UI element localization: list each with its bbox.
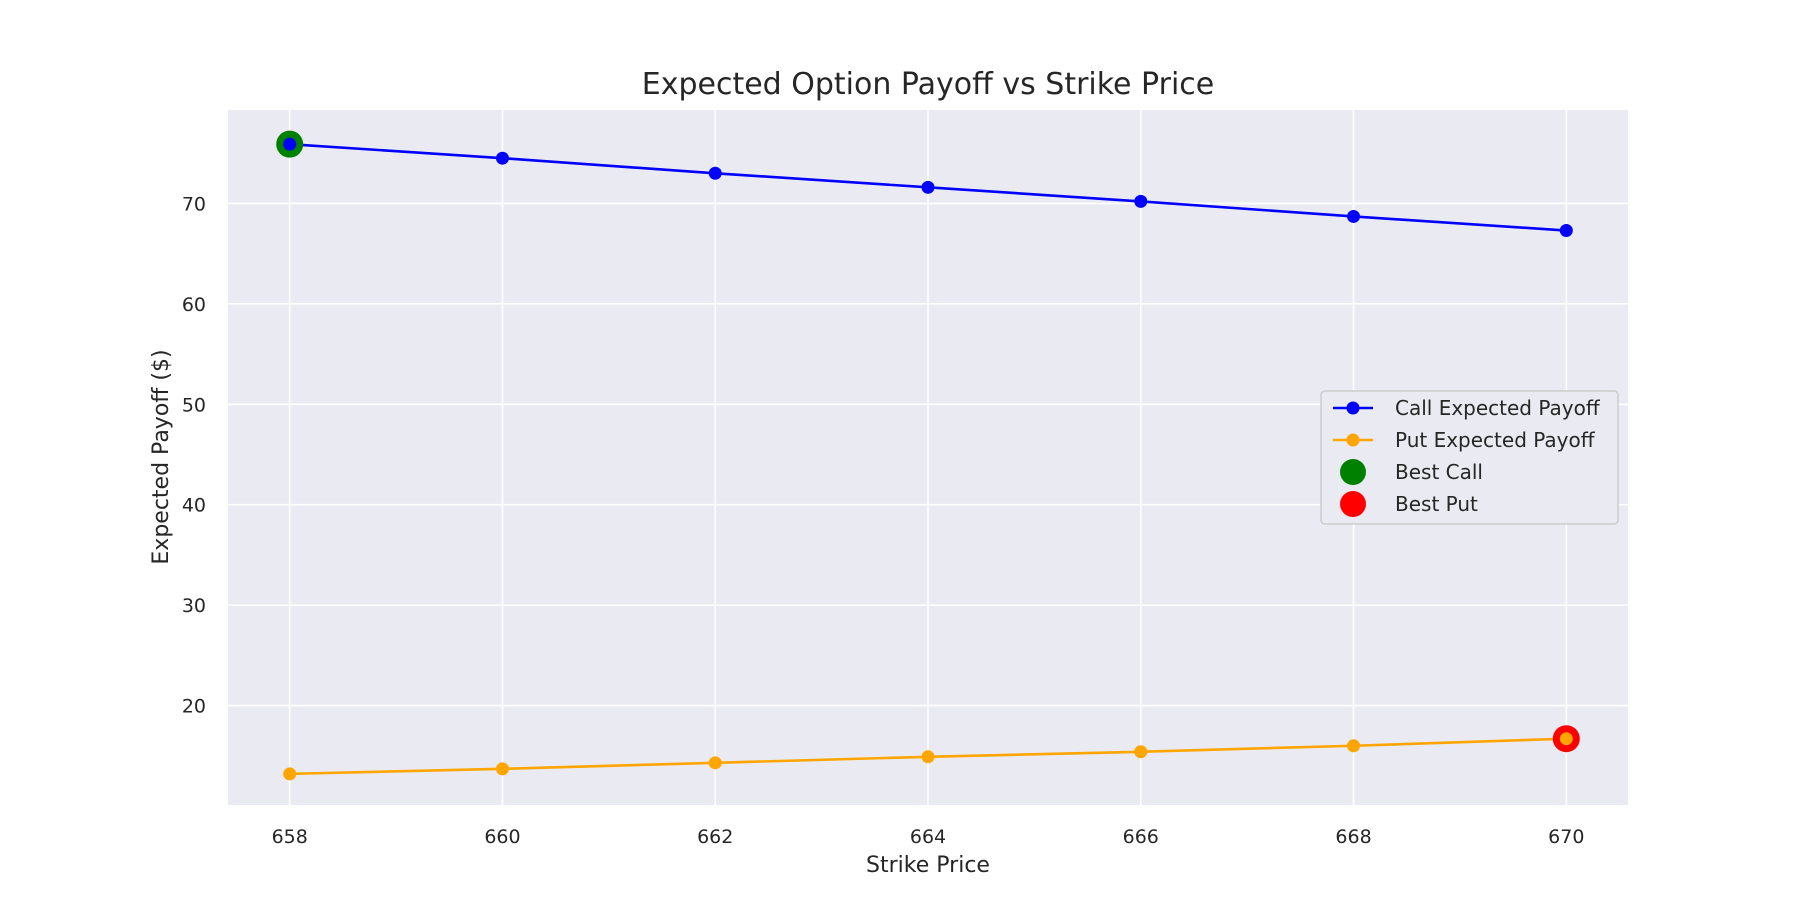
series-1-point bbox=[708, 756, 722, 770]
x-tick-label: 670 bbox=[1548, 826, 1584, 848]
legend-best-call-label: Best Call bbox=[1395, 460, 1483, 484]
series-1-point bbox=[921, 750, 935, 764]
series-0-point bbox=[1134, 194, 1148, 208]
legend-box bbox=[1320, 390, 1619, 525]
series-0-point bbox=[1559, 224, 1573, 238]
y-tick-label: 20 bbox=[182, 696, 206, 718]
series-0-point bbox=[1347, 209, 1361, 223]
x-tick-label: 666 bbox=[1123, 826, 1159, 848]
y-tick-label: 70 bbox=[182, 193, 206, 215]
tick-labels: 658 660 662 664 666 668 670 20 30 40 50 60 70 bbox=[182, 193, 1585, 848]
series-0-point bbox=[708, 166, 722, 180]
y-tick-label: 30 bbox=[182, 595, 206, 617]
series-1-point bbox=[1347, 739, 1361, 753]
legend: Call Expected Payoff Put Expected Payoff… bbox=[1320, 390, 1619, 525]
series-1-point bbox=[283, 767, 297, 781]
legend-put-marker bbox=[1346, 433, 1360, 447]
series-1-point bbox=[1559, 732, 1573, 746]
x-axis-label: Strike Price bbox=[866, 853, 990, 878]
x-tick-label: 658 bbox=[272, 826, 308, 848]
legend-call-label: Call Expected Payoff bbox=[1395, 396, 1601, 420]
series-0-point bbox=[283, 137, 297, 151]
legend-best-call-marker bbox=[1340, 459, 1366, 485]
series-1-point bbox=[1134, 745, 1148, 759]
legend-best-put-label: Best Put bbox=[1395, 492, 1478, 516]
series-1-point bbox=[495, 762, 509, 776]
chart-title: Expected Option Payoff vs Strike Price bbox=[642, 67, 1214, 102]
x-tick-label: 664 bbox=[910, 826, 946, 848]
x-tick-label: 668 bbox=[1335, 826, 1371, 848]
y-tick-label: 40 bbox=[182, 495, 206, 517]
series-0-point bbox=[921, 180, 935, 194]
legend-put-label: Put Expected Payoff bbox=[1395, 428, 1596, 452]
legend-call-marker bbox=[1346, 401, 1360, 415]
x-tick-label: 662 bbox=[697, 826, 733, 848]
y-tick-label: 50 bbox=[182, 394, 206, 416]
y-tick-label: 60 bbox=[182, 294, 206, 316]
series-0-point bbox=[495, 151, 509, 165]
y-axis-label: Expected Payoff ($) bbox=[149, 349, 174, 564]
legend-best-put-marker bbox=[1340, 491, 1366, 517]
series-layer bbox=[276, 130, 1580, 781]
x-tick-label: 660 bbox=[484, 826, 520, 848]
